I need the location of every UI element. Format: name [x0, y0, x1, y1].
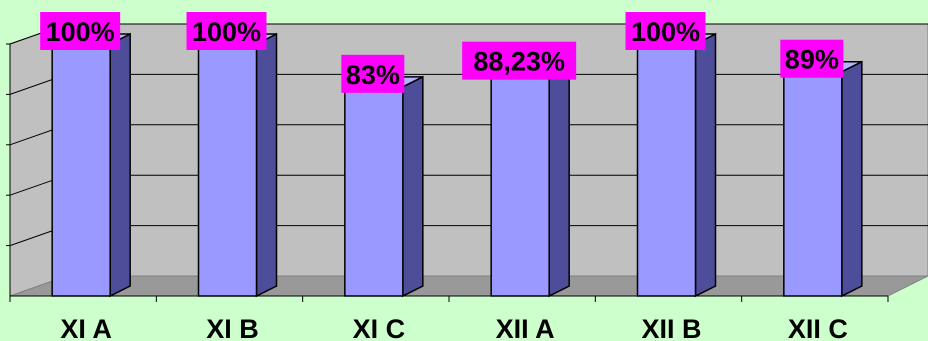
x-tick-label: XI C [353, 314, 406, 341]
data-label-box [40, 12, 121, 50]
data-label: 100% [40, 12, 121, 50]
x-tick-label: XII C [788, 314, 848, 341]
data-label-box [341, 54, 405, 93]
data-label-text: 83% [346, 60, 400, 90]
data-label: 100% [625, 12, 706, 50]
bar-side [255, 32, 278, 298]
data-label-text: 88,23% [473, 47, 565, 77]
data-label-text: 89% [785, 45, 839, 75]
data-label-box [780, 39, 844, 78]
x-tick-label: XI B [206, 314, 259, 341]
bar [344, 75, 424, 298]
data-label-box [625, 12, 706, 50]
bar [490, 62, 570, 298]
data-label-text: 100% [192, 17, 261, 47]
bar [636, 32, 717, 298]
x-tick-label: XI A [60, 314, 112, 341]
bar [783, 60, 863, 298]
data-label-box [186, 12, 267, 50]
data-label: 100% [186, 12, 267, 50]
bar-front [636, 43, 697, 297]
bar-side [109, 32, 131, 298]
bar-side [841, 60, 863, 298]
bars [51, 32, 863, 298]
data-labels: 100% 100% 83% 88,23% 100% 89% [40, 12, 844, 93]
x-tick-label: XII B [641, 314, 701, 341]
bar-front [51, 43, 111, 297]
bar-side [548, 62, 570, 298]
data-label: 83% [341, 54, 405, 93]
data-label-text: 100% [46, 17, 115, 47]
bar-front [344, 86, 404, 297]
bar-front [783, 70, 843, 297]
data-label-box [462, 41, 577, 80]
bar-side [402, 75, 424, 298]
bar-side [694, 32, 717, 298]
bar-front [490, 72, 550, 297]
data-label: 89% [780, 39, 844, 78]
bar [51, 32, 131, 298]
bar-front [197, 43, 258, 297]
x-axis: XI A XI B XI C XII A XII B XII C [6, 43, 889, 341]
bar [197, 32, 278, 298]
data-label-text: 100% [631, 17, 700, 47]
x-tick-label: XII A [496, 314, 555, 341]
data-label: 88,23% [462, 41, 577, 80]
